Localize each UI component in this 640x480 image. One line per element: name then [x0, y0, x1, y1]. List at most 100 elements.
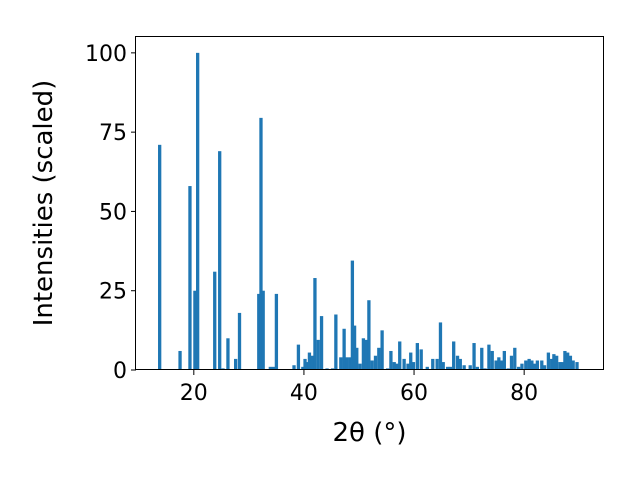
- plot-frame: [135, 36, 604, 370]
- bar: [257, 293, 261, 370]
- x-tick-label: 40: [290, 381, 318, 406]
- bar: [494, 360, 498, 370]
- y-axis-ticks: 0 25 50 75 100: [85, 42, 136, 384]
- bar: [395, 363, 399, 370]
- bar: [527, 358, 531, 370]
- bar: [575, 362, 579, 370]
- bar: [292, 365, 296, 370]
- bar: [350, 260, 355, 370]
- bar: [334, 314, 338, 370]
- bar: [234, 358, 238, 370]
- bar: [158, 144, 162, 370]
- bar: [196, 52, 200, 371]
- bar: [475, 366, 480, 370]
- bar: [438, 322, 443, 370]
- bar: [546, 352, 551, 370]
- bar: [552, 354, 556, 370]
- bar: [402, 358, 406, 370]
- bar: [218, 151, 222, 370]
- bar: [448, 366, 453, 370]
- bar: [406, 363, 410, 370]
- bar: [431, 358, 435, 370]
- bar: [524, 360, 528, 370]
- bar: [452, 341, 456, 370]
- bar: [490, 350, 494, 370]
- bar: [409, 352, 413, 370]
- bar: [555, 355, 559, 370]
- bar: [435, 358, 439, 370]
- bar: [259, 117, 263, 371]
- bar: [499, 360, 504, 370]
- bar: [542, 365, 547, 370]
- bar: [316, 339, 320, 370]
- y-axis-label: Intensities (scaled): [29, 80, 59, 327]
- bar: [497, 357, 501, 370]
- x-tick-label: 20: [180, 381, 208, 406]
- bar: [339, 357, 343, 370]
- y-tick-label: 50: [99, 200, 127, 225]
- bar: [411, 362, 416, 370]
- y-tick-label: 100: [85, 42, 127, 67]
- y-tick-label: 75: [99, 121, 127, 146]
- bar: [513, 347, 517, 370]
- bar: [571, 360, 575, 370]
- bar: [509, 355, 514, 370]
- bar: [458, 358, 462, 370]
- bar: [419, 349, 423, 370]
- bar: [568, 355, 573, 370]
- bar: [313, 278, 317, 370]
- bar: [392, 362, 396, 370]
- bar: [535, 360, 540, 370]
- bar: [301, 366, 305, 370]
- bar: [520, 363, 524, 370]
- y-tick-label: 25: [99, 280, 127, 305]
- bar: [364, 339, 368, 370]
- bar: [563, 350, 567, 370]
- x-axis-label: 2θ (°): [332, 418, 406, 448]
- bar: [373, 355, 378, 370]
- bar: [487, 344, 491, 370]
- bar: [310, 355, 314, 370]
- bar: [480, 347, 484, 370]
- bar: [472, 343, 476, 370]
- bar: [226, 338, 230, 370]
- y-tick-label: 0: [113, 359, 127, 384]
- bar: [389, 350, 393, 370]
- bar: [370, 360, 374, 370]
- bar: [237, 312, 242, 370]
- bar: [296, 344, 301, 370]
- bar: [445, 366, 450, 370]
- bar: [540, 360, 544, 370]
- bar: [361, 338, 366, 370]
- bar: [305, 362, 309, 370]
- bar: [193, 290, 197, 370]
- bar: [355, 347, 359, 370]
- x-axis-ticks: 20 40 60 80: [180, 370, 538, 406]
- bar: [517, 366, 521, 370]
- bar: [560, 362, 564, 370]
- x-tick-label: 60: [400, 381, 428, 406]
- bar: [530, 360, 534, 370]
- bar: [268, 366, 272, 370]
- bar: [532, 363, 537, 370]
- bar: [358, 363, 362, 370]
- bar: [274, 293, 279, 370]
- bar: [455, 355, 460, 370]
- bar: [380, 330, 384, 370]
- bar: [558, 362, 562, 370]
- bar: [272, 366, 276, 370]
- bar: [398, 341, 402, 370]
- bar: [342, 328, 346, 370]
- bar: [425, 366, 429, 370]
- bar: [502, 350, 506, 370]
- bar: [468, 365, 472, 370]
- bar: [178, 350, 182, 370]
- bar: [188, 186, 192, 370]
- bar: [307, 352, 312, 370]
- bar: [415, 343, 419, 370]
- bar: [348, 357, 352, 370]
- bar: [441, 362, 445, 370]
- bar: [566, 352, 570, 370]
- bar: [213, 271, 217, 370]
